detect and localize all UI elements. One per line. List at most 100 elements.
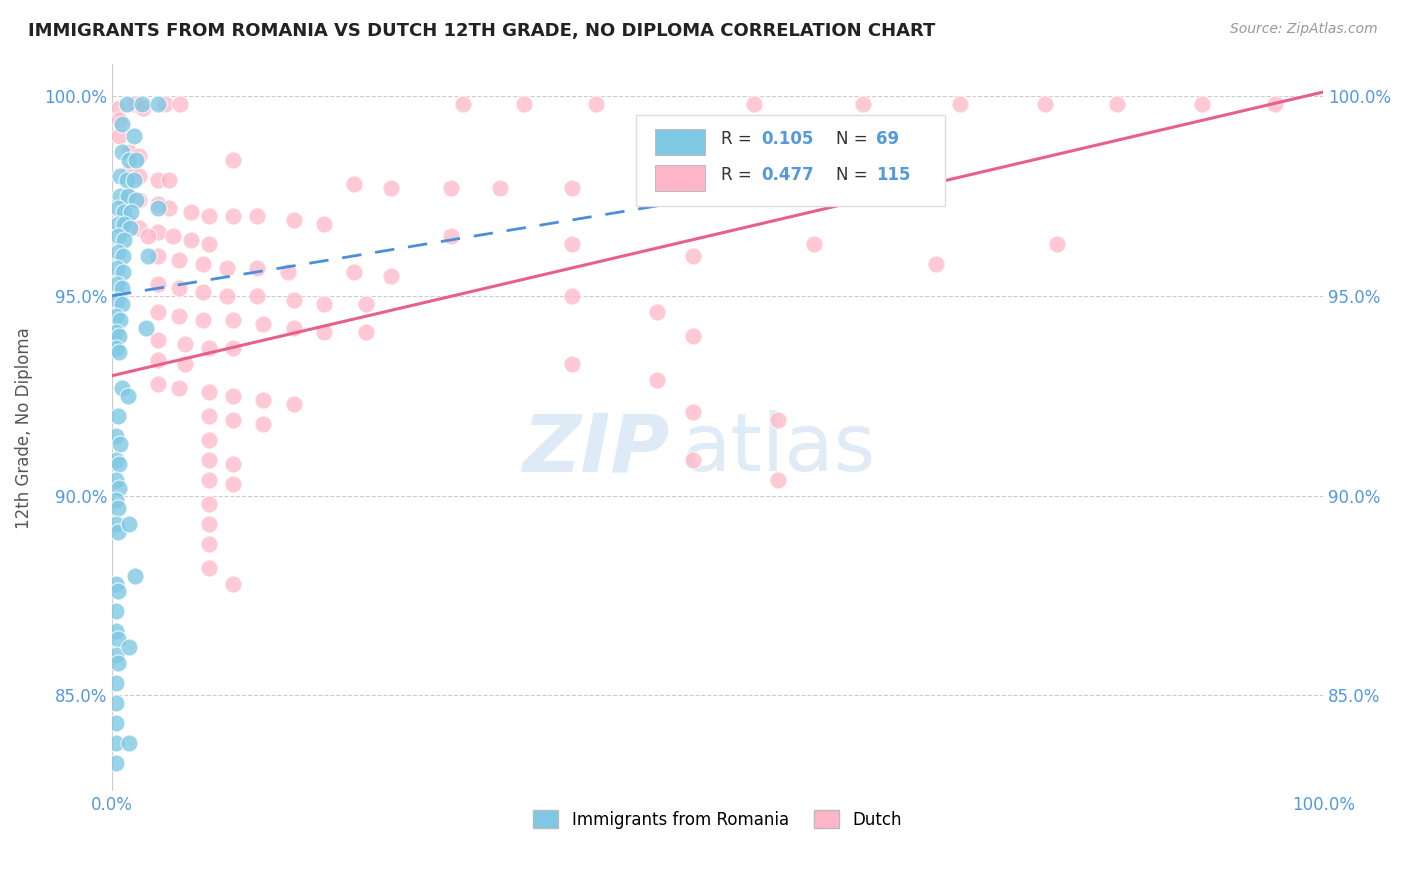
Point	[157, 173, 180, 187]
Point	[104, 473, 127, 487]
Point	[107, 228, 129, 243]
Point	[645, 181, 668, 195]
Point	[108, 481, 131, 495]
Point	[682, 452, 704, 467]
Point	[173, 357, 195, 371]
Point	[104, 697, 127, 711]
Point	[105, 277, 128, 291]
Point	[356, 297, 378, 311]
Point	[104, 624, 127, 639]
Point	[108, 344, 131, 359]
Point	[766, 473, 789, 487]
Point	[146, 97, 169, 112]
Point	[645, 373, 668, 387]
Point	[128, 193, 150, 207]
Point	[440, 181, 463, 195]
Point	[380, 268, 402, 283]
Point	[198, 341, 221, 355]
Point	[222, 389, 245, 403]
Point	[115, 173, 138, 187]
Point	[111, 117, 134, 131]
Point	[252, 317, 274, 331]
Point	[104, 325, 127, 339]
Point	[118, 217, 141, 231]
Point	[104, 676, 127, 690]
Point	[682, 249, 704, 263]
Point	[146, 352, 169, 367]
Point	[146, 376, 169, 391]
Point	[167, 252, 190, 267]
Point	[131, 97, 153, 112]
Point	[343, 177, 366, 191]
Point	[108, 328, 131, 343]
Point	[118, 640, 141, 655]
Text: IMMIGRANTS FROM ROMANIA VS DUTCH 12TH GRADE, NO DIPLOMA CORRELATION CHART: IMMIGRANTS FROM ROMANIA VS DUTCH 12TH GR…	[28, 22, 935, 40]
Point	[117, 189, 139, 203]
Point	[561, 181, 583, 195]
Text: R =: R =	[721, 166, 758, 185]
Point	[222, 313, 245, 327]
Point	[222, 476, 245, 491]
Point	[198, 452, 221, 467]
Point	[167, 309, 190, 323]
Point	[277, 265, 299, 279]
Point	[117, 389, 139, 403]
Point	[108, 101, 131, 115]
Point	[222, 153, 245, 167]
Point	[222, 457, 245, 471]
Point	[312, 217, 335, 231]
Point	[122, 97, 145, 112]
Text: atlas: atlas	[682, 410, 876, 489]
Point	[191, 313, 214, 327]
Point	[252, 392, 274, 407]
Point	[561, 236, 583, 251]
Point	[283, 213, 305, 227]
Point	[191, 257, 214, 271]
Point	[173, 336, 195, 351]
Point	[246, 289, 269, 303]
Point	[104, 341, 127, 355]
Point	[356, 325, 378, 339]
Point	[118, 145, 141, 159]
Point	[107, 217, 129, 231]
Point	[742, 97, 765, 112]
Point	[128, 149, 150, 163]
Point	[120, 220, 142, 235]
Point	[343, 265, 366, 279]
Point	[104, 576, 127, 591]
Point	[146, 173, 169, 187]
Point	[107, 657, 129, 671]
Point	[252, 417, 274, 431]
Point	[111, 265, 134, 279]
Point	[146, 249, 169, 263]
Point	[125, 193, 148, 207]
Point	[136, 228, 159, 243]
Point	[104, 452, 127, 467]
Point	[105, 260, 128, 275]
Point	[110, 313, 132, 327]
Point	[215, 260, 238, 275]
Point	[1033, 97, 1056, 112]
Point	[122, 128, 145, 143]
Point	[803, 236, 825, 251]
Point	[122, 173, 145, 187]
Point	[162, 228, 184, 243]
Point	[949, 97, 972, 112]
Point	[222, 412, 245, 426]
Point	[766, 412, 789, 426]
Point	[104, 716, 127, 731]
Point	[157, 201, 180, 215]
Text: 115: 115	[876, 166, 911, 185]
Point	[645, 305, 668, 319]
Point	[222, 341, 245, 355]
Point	[124, 568, 146, 582]
Text: ZIP: ZIP	[522, 410, 669, 489]
Text: N =: N =	[837, 166, 873, 185]
Point	[118, 736, 141, 750]
Point	[198, 209, 221, 223]
Point	[110, 189, 132, 203]
Point	[128, 169, 150, 183]
Point	[111, 281, 134, 295]
Point	[451, 97, 474, 112]
Point	[118, 516, 141, 531]
